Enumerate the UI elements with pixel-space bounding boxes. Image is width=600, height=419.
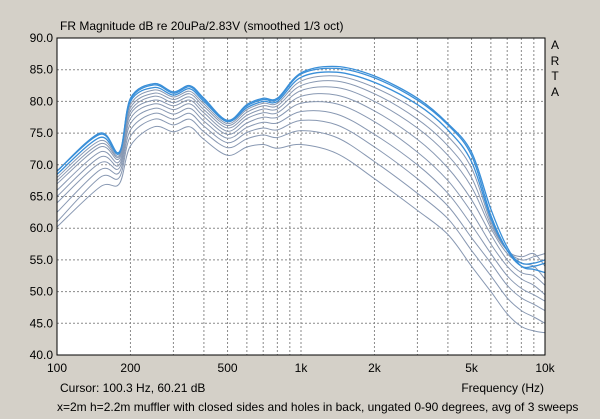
y-tick-label: 50.0 (30, 285, 54, 299)
series-line-10 (56, 118, 546, 324)
y-tick-label: 90.0 (30, 31, 54, 45)
y-axis-ticks: 40.0 45.0 50.0 55.0 60.0 65.0 70.0 75.0 80.0 85.0… (30, 31, 54, 362)
y-tick-label: 70.0 (30, 158, 54, 172)
measurement-note: x=2m h=2.2m muffler with closed sides an… (57, 400, 579, 414)
series-line-8 (56, 107, 546, 302)
series-line-2 (56, 71, 546, 265)
y-tick-label: 55.0 (30, 253, 54, 267)
x-tick-label: 10k (535, 361, 555, 375)
chart-title: FR Magnitude dB re 20uPa/2.83V (smoothed… (60, 19, 344, 33)
x-tick-label: 200 (120, 361, 140, 375)
x-axis-label: Frequency (Hz) (461, 381, 544, 395)
x-tick-label: 5k (465, 361, 479, 375)
arta-letter: R (550, 53, 560, 68)
y-tick-label: 75.0 (30, 126, 54, 140)
series-line-6 (56, 93, 546, 286)
plot-frame (56, 37, 546, 356)
arta-letter: T (551, 69, 559, 83)
cursor-readout: Cursor: 100.3 Hz, 60.21 dB (60, 381, 206, 395)
x-tick-label: 500 (218, 361, 238, 375)
arta-letter: A (550, 38, 559, 52)
y-tick-label: 65.0 (30, 190, 54, 204)
y-tick-label: 80.0 (30, 94, 54, 108)
x-tick-label: 2k (368, 361, 382, 375)
x-tick-label: 100 (47, 361, 67, 375)
series-line-5 (56, 86, 546, 280)
arta-letter: A (550, 84, 559, 99)
series-line-9 (56, 112, 546, 312)
y-tick-label: 60.0 (30, 221, 54, 235)
series-line-11 (56, 125, 546, 334)
y-tick-label: 85.0 (30, 63, 54, 77)
series-line-7 (56, 101, 546, 296)
grid-lines (57, 38, 545, 355)
x-tick-label: 1k (295, 361, 309, 375)
series-line-4 (56, 80, 546, 267)
response-curves (56, 65, 546, 334)
series-line-1 (56, 67, 546, 269)
y-tick-label: 45.0 (30, 316, 54, 330)
y-tick-label: 40.0 (30, 348, 54, 362)
series-line-0 (56, 65, 546, 274)
arta-logo: A R T A (548, 38, 562, 100)
series-line-3 (56, 75, 546, 261)
x-axis-ticks: 100 200 500 1k 2k 5k 10k (47, 361, 556, 375)
